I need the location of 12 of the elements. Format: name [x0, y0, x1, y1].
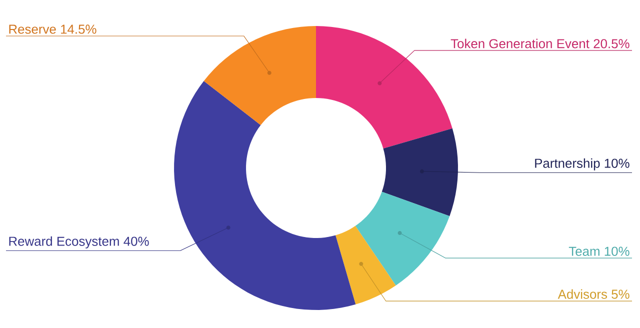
data-label: 10%: [604, 246, 630, 256]
slice-label: Reserve: [9, 24, 56, 34]
data-label: 40%: [124, 236, 149, 246]
data-label: 20.5%: [594, 39, 630, 48]
data-label: 10%: [604, 158, 630, 168]
slice-label: Token Generation Event: [450, 38, 590, 48]
slice-label: Advisors: [558, 289, 608, 299]
slice-label: Reward Ecosystem: [9, 236, 119, 248]
data-label: 14.5%: [61, 24, 96, 34]
data-label: 5%: [612, 290, 630, 299]
slice-label: Partnership: [535, 158, 600, 170]
slice-label: Team: [568, 246, 600, 256]
